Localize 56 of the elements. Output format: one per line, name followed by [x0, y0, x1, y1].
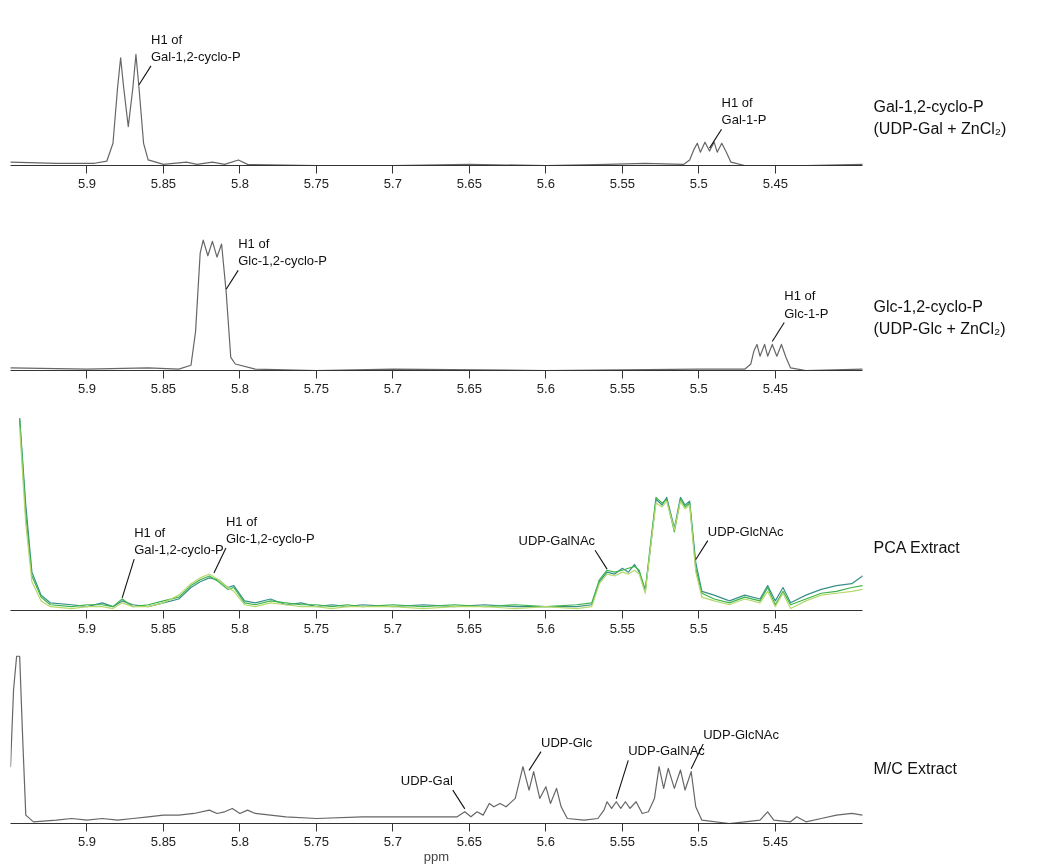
text: PCA Extract: [873, 538, 961, 556]
x-tick-label: 5.75: [303, 175, 330, 191]
x-tick-label: 5.45: [762, 175, 788, 191]
x-tick-label: 5.75: [303, 833, 330, 849]
x-tick-label: 5.45: [762, 620, 788, 636]
x-tick-label: 5.55: [609, 175, 636, 191]
annotation: UDP-GlcNAc: [707, 523, 785, 539]
x-tick-label: 5.75: [303, 380, 330, 396]
x-tick-label: 5.7: [383, 833, 402, 849]
x-tick-label: 5.55: [609, 833, 636, 849]
annotation: UDP-GlcNAc: [703, 727, 780, 743]
text: Gal-1,2-cyclo-P (UDP-Gal + ZnCl₂): [873, 97, 1007, 137]
x-tick-label: 5.45: [762, 380, 788, 396]
annotation: H1 of Glc-1-P: [784, 288, 829, 321]
annotation: H1 of Gal-1-P: [721, 94, 767, 128]
x-tick-label: 5.5: [689, 620, 708, 636]
x-axis-title: ppm: [423, 848, 450, 864]
x-tick-label: 5.8: [230, 175, 249, 191]
annotation: H1 of Glc-1,2-cyclo-P: [225, 513, 315, 547]
x-tick-label: 5.65: [456, 833, 483, 849]
x-tick-label: 5.75: [303, 620, 330, 636]
x-tick-label: 5.5: [689, 833, 708, 849]
x-tick-label: 5.8: [230, 380, 249, 396]
x-tick-label: 5.9: [77, 620, 97, 636]
x-tick-label: 5.6: [536, 380, 555, 396]
x-tick-label: 5.9: [77, 175, 97, 191]
x-tick-label: 5.65: [456, 620, 483, 636]
x-tick-label: 5.9: [77, 833, 97, 849]
x-tick-label: 5.45: [762, 833, 788, 849]
x-tick-label: 5.6: [536, 175, 555, 191]
x-tick-label: 5.5: [689, 380, 708, 396]
x-tick-label: 5.65: [456, 175, 483, 191]
x-tick-label: 5.7: [383, 620, 402, 636]
x-tick-label: 5.8: [230, 833, 249, 849]
x-tick-label: 5.85: [150, 833, 177, 849]
x-tick-label: 5.7: [383, 175, 402, 191]
x-tick-label: 5.8: [230, 620, 249, 636]
x-tick-label: 5.55: [609, 620, 636, 636]
text: M/C Extract: [873, 759, 958, 777]
x-tick-label: 5.5: [689, 175, 708, 191]
x-tick-label: 5.65: [456, 380, 483, 396]
text: Glc-1,2-cyclo-P (UDP-Glc + ZnCl₂): [873, 298, 1006, 338]
x-tick-label: 5.55: [609, 380, 636, 396]
x-tick-label: 5.85: [150, 620, 177, 636]
x-tick-label: 5.85: [150, 175, 177, 191]
x-tick-label: 5.9: [77, 380, 97, 396]
annotation: H1 of Gal-1,2-cyclo-P: [150, 31, 241, 64]
annotation: H1 of Glc-1,2-cyclo-P: [238, 236, 328, 269]
annotation: H1 of Gal-1,2-cyclo-P: [134, 524, 224, 558]
annotation: UDP-GalNAc: [518, 533, 596, 549]
x-tick-label: 5.85: [150, 380, 177, 396]
x-tick-label: 5.6: [536, 833, 555, 849]
annotation: UDP-Glc: [541, 734, 593, 750]
x-tick-label: 5.7: [383, 380, 402, 396]
annotation: UDP-Gal: [400, 773, 453, 789]
x-tick-label: 5.6: [536, 620, 555, 636]
